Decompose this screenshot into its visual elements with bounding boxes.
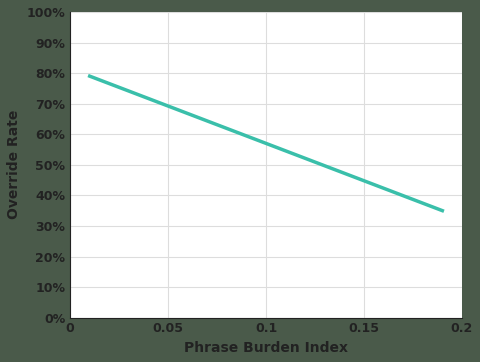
- Y-axis label: Override Rate: Override Rate: [7, 110, 21, 219]
- X-axis label: Phrase Burden Index: Phrase Burden Index: [184, 341, 348, 355]
